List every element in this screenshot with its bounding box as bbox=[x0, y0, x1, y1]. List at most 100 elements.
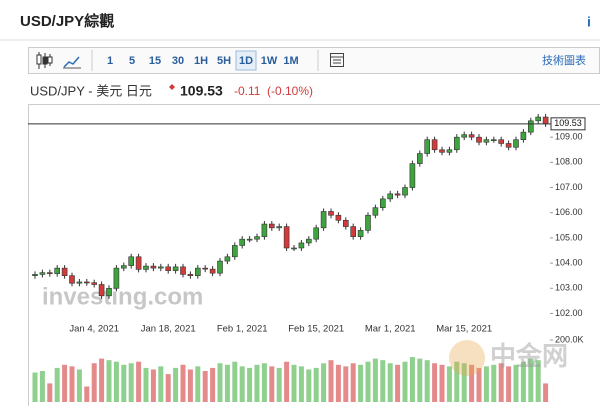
volume-bar bbox=[409, 357, 415, 402]
volume-bar bbox=[328, 360, 334, 402]
volume-bar bbox=[91, 363, 97, 402]
y-tick-label: 106.00 bbox=[555, 207, 583, 217]
quote-change: -0.11 bbox=[234, 84, 261, 98]
quote-change-percent: (-0.10%) bbox=[267, 84, 313, 98]
candle-body bbox=[254, 236, 260, 240]
info-button[interactable]: i bbox=[587, 14, 591, 30]
volume-bar bbox=[439, 364, 445, 402]
volume-bar bbox=[506, 366, 512, 402]
interval-button[interactable]: 1M bbox=[283, 55, 298, 67]
candle-body bbox=[402, 187, 408, 196]
candle-body bbox=[180, 266, 186, 275]
volume-bar bbox=[187, 369, 193, 402]
quote-name: USD/JPY - 美元 日元 bbox=[30, 83, 152, 98]
candle-body bbox=[61, 267, 68, 276]
candle-body bbox=[39, 272, 46, 275]
x-tick-label: Feb 1, 2021 bbox=[217, 324, 268, 335]
volume-bar bbox=[491, 364, 497, 402]
candle-body bbox=[379, 198, 386, 208]
volume-bar bbox=[99, 358, 105, 402]
technical-chart-link[interactable]: 技術圖表 bbox=[542, 53, 586, 67]
volume-bar bbox=[47, 383, 53, 402]
candle-body bbox=[476, 136, 482, 143]
candle-body bbox=[195, 267, 201, 276]
x-tick-label: Jan 4, 2021 bbox=[69, 324, 119, 335]
candle-body bbox=[305, 238, 312, 244]
watermark-2: 中金网 bbox=[490, 341, 568, 371]
candle-body bbox=[542, 116, 549, 125]
candle-body bbox=[209, 268, 216, 274]
volume-bar bbox=[335, 364, 341, 402]
volume-bar bbox=[224, 364, 230, 402]
interval-button[interactable]: 5H bbox=[217, 55, 231, 67]
x-tick-label: Jan 18, 2021 bbox=[141, 324, 196, 335]
y-tick-label: 108.00 bbox=[555, 157, 583, 167]
candle-body bbox=[268, 223, 275, 229]
volume-bar bbox=[402, 361, 408, 402]
candle-body bbox=[520, 131, 527, 140]
volume-bar bbox=[106, 360, 112, 402]
candle-body bbox=[187, 274, 194, 276]
interval-button[interactable]: 1W bbox=[261, 55, 278, 67]
candle-body bbox=[453, 136, 460, 151]
candle-body bbox=[431, 139, 438, 151]
interval-buttons: 1 5 15 30 1H 5H 1D 1W 1M bbox=[107, 50, 299, 71]
candle-body bbox=[490, 139, 497, 141]
volume-bar bbox=[121, 364, 127, 402]
line-icon[interactable] bbox=[63, 56, 81, 69]
volume-bar bbox=[158, 366, 164, 402]
volume-bar bbox=[520, 361, 526, 402]
candle-body bbox=[261, 223, 268, 237]
volume-bar bbox=[143, 367, 149, 402]
candle-body bbox=[54, 267, 61, 274]
volume-bar bbox=[313, 367, 319, 402]
volume-bar bbox=[424, 360, 430, 402]
interval-button[interactable]: 5 bbox=[129, 55, 135, 67]
volume-bar bbox=[358, 364, 364, 402]
volume-bar bbox=[180, 364, 186, 402]
candle-body bbox=[387, 193, 394, 200]
x-tick-label: Mar 15, 2021 bbox=[436, 324, 492, 335]
candle-body bbox=[239, 238, 245, 246]
candle-body bbox=[69, 275, 75, 284]
title: USD/JPY綜觀 bbox=[20, 12, 114, 30]
volume-bar bbox=[528, 358, 534, 402]
candle-body bbox=[202, 267, 208, 270]
volume-bar bbox=[432, 363, 438, 402]
volume-bar bbox=[32, 372, 38, 402]
interval-button[interactable]: 15 bbox=[149, 55, 161, 67]
candle-body bbox=[165, 266, 171, 271]
volume-bar bbox=[136, 361, 142, 402]
volume-bar bbox=[387, 363, 393, 402]
candle-body bbox=[409, 163, 416, 188]
volume-bar bbox=[254, 364, 260, 402]
candle-body bbox=[224, 256, 231, 262]
candle-body bbox=[461, 134, 468, 138]
calendar-icon[interactable] bbox=[330, 53, 344, 67]
volume-bar bbox=[291, 364, 297, 402]
volume-bar bbox=[395, 364, 401, 402]
y-tick-label: 107.00 bbox=[555, 182, 583, 192]
volume-bar bbox=[113, 361, 119, 402]
candle-body bbox=[527, 120, 534, 133]
toolbar bbox=[28, 47, 600, 74]
volume-bar bbox=[454, 361, 460, 402]
candle-body bbox=[313, 227, 320, 240]
candle-body bbox=[439, 149, 445, 153]
candle-body bbox=[335, 214, 342, 221]
volume-bar bbox=[128, 363, 134, 402]
volume-bar bbox=[498, 363, 504, 402]
volume-bar bbox=[446, 366, 452, 402]
interval-button[interactable]: 1H bbox=[194, 55, 208, 67]
candle-icon[interactable] bbox=[36, 52, 53, 69]
interval-button[interactable]: 1 bbox=[107, 55, 113, 67]
volume-bar bbox=[343, 366, 349, 402]
volume-bar bbox=[276, 367, 282, 402]
y-tick-label: 103.00 bbox=[555, 283, 583, 293]
candle-body bbox=[365, 214, 371, 231]
volume-bar bbox=[321, 363, 327, 402]
interval-button[interactable]: 1D bbox=[239, 55, 253, 67]
interval-button[interactable]: 30 bbox=[172, 55, 184, 67]
volume-bar bbox=[195, 366, 201, 402]
